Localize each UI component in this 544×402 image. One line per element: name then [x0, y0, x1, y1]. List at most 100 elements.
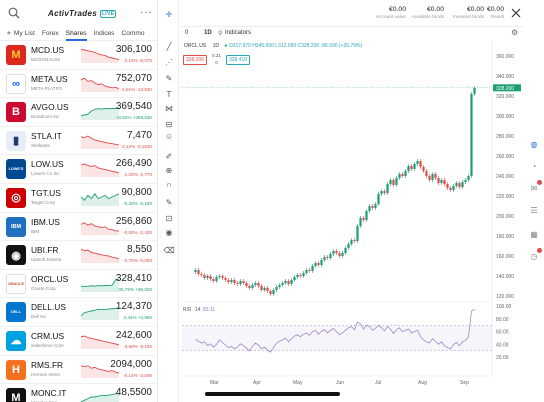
chart-symbol: ORCL.US	[184, 43, 207, 49]
sell-price-box[interactable]: 328.200	[183, 55, 208, 65]
tab-indices[interactable]: Indices	[94, 27, 115, 41]
candle-body	[428, 176, 431, 180]
drawing-toolbar: ✛ ╱ ⋰ ✎ T ⋈ ⊟ ☺ ✐ ⊕ ∩ ✎ ⊡ ◉ ⌫	[159, 0, 179, 402]
watchlist-row[interactable]: ☁ CRM.US Salesforce.Com 242,600 -3,60% -9,19…	[0, 327, 157, 356]
pattern-icon[interactable]: ⋈	[165, 103, 173, 113]
candle-body	[347, 244, 350, 248]
change-value: -0,70% -0,060	[123, 258, 152, 264]
candle-body	[296, 275, 299, 277]
watchlist-row[interactable]: DELL DELL.US Dell Inc 124,370 2,44% +2,960	[0, 298, 157, 327]
candle-body	[473, 88, 476, 94]
candle-body	[467, 176, 470, 180]
price-value: 752,070	[115, 72, 152, 84]
mail-icon[interactable]: ✉	[528, 180, 542, 194]
crosshair-icon[interactable]: ✛	[165, 9, 173, 19]
price-chart[interactable]: 360.000 340.000 320.000 300.000 280.000 260.0…	[180, 40, 524, 390]
eye-icon[interactable]: ◉	[165, 227, 173, 237]
watchlist-row[interactable]: ◎ TGT.US Target Corp 90,800 -0,20% -0,180	[0, 184, 157, 213]
candle-body	[365, 211, 368, 220]
brush-icon[interactable]: ✎	[165, 73, 173, 83]
candle-body	[404, 171, 407, 176]
interval-selector[interactable]: 1D	[204, 30, 212, 36]
company-logo: ∞	[6, 73, 26, 94]
candle-body	[341, 253, 344, 256]
rsi-label: RSI	[183, 307, 191, 313]
pie-chart-icon[interactable]: ◔	[531, 161, 537, 171]
company-logo: H	[6, 359, 26, 380]
globe-icon[interactable]: ◍	[530, 139, 538, 149]
candle-body	[374, 204, 377, 208]
candle-body	[194, 270, 197, 272]
zoom-in-icon[interactable]: ⊕	[165, 165, 173, 175]
company-name: Salesforce.Com	[31, 342, 64, 348]
price-tick-label: 240.000	[496, 174, 514, 180]
watchlist-row[interactable]: H RMS.FR Hermes Intern 2094,000 -0,14% -3,00…	[0, 356, 157, 385]
sparkline	[80, 393, 120, 402]
watchlist-row[interactable]: LOWE'S LOW.US Lowe's Co Inc 266,490 -1,03% -…	[0, 155, 157, 184]
tab-shares[interactable]: Shares	[65, 27, 87, 41]
watchlist-row[interactable]: ORACLE ORCL.US Oracle Corp 328,410 35,79% +8…	[0, 270, 157, 299]
more-menu-icon[interactable]: ···	[140, 7, 153, 18]
price-tick-label: 120.000	[496, 294, 514, 300]
home-indicator[interactable]	[205, 392, 340, 396]
candle-body	[455, 183, 458, 186]
tab-my-list[interactable]: ★ My List	[6, 27, 35, 41]
indicators-button[interactable]: Indicators	[225, 30, 252, 36]
watchlist-row[interactable]: ▮ STLA.IT Stellantis 7,470 -2,12% -0,1620	[0, 127, 157, 156]
search-icon[interactable]	[8, 7, 20, 19]
tab-commo[interactable]: Commo	[121, 27, 144, 41]
rsi-line	[195, 308, 475, 353]
trend-line-icon[interactable]: ╱	[166, 41, 172, 51]
tab-forex[interactable]: Forex	[42, 27, 59, 41]
spread-bottom: 0	[215, 60, 218, 65]
candle-body	[317, 263, 320, 265]
tab-label: Commo	[121, 29, 145, 37]
watchlist-row[interactable]: IBM IBM.US IBM 256,860 -0,93% -2,420	[0, 213, 157, 242]
ruler-icon[interactable]: ⊟	[165, 119, 173, 129]
price-value: 266,490	[115, 158, 152, 170]
price-tick-label: 280.000	[496, 134, 514, 140]
settings-icon[interactable]: ⚙	[511, 28, 519, 37]
watchlist-row[interactable]: B AVGO.US Broadcom Inc 369,540 +3,82% +369,6…	[0, 98, 157, 127]
sparkline-area	[81, 77, 119, 92]
history-icon[interactable]: ◷	[528, 248, 542, 262]
sparkline-area	[81, 49, 119, 63]
sparkline-line	[80, 248, 120, 260]
candle-body	[410, 166, 413, 169]
trash-icon[interactable]: ⌫	[163, 245, 175, 255]
change-value: -0,93% -2,420	[123, 229, 152, 235]
watchlist-row[interactable]: M MCD.US MCDONALDS 306,100 -2,10% -6,570	[0, 41, 157, 70]
account-label: Available funds	[411, 15, 444, 20]
list-icon[interactable]: ☰	[530, 205, 538, 215]
price-value: 328,410	[115, 272, 152, 284]
text-icon[interactable]: T	[166, 89, 172, 99]
change-value: -1,03% -2,770	[123, 172, 152, 178]
watchlist-row[interactable]: ∞ META.US META PLATFO 752,070 -1,81% -13,840	[0, 70, 157, 99]
change-value: -0,14% -3,000	[123, 372, 152, 378]
buy-price-box[interactable]: 328.410	[226, 55, 251, 65]
price-tick-label: 200.000	[496, 214, 514, 220]
fib-icon[interactable]: ⋰	[165, 57, 173, 67]
candle-body	[308, 270, 311, 271]
sparkline-area	[81, 249, 119, 264]
live-badge: LIVE	[99, 9, 117, 18]
emoji-icon[interactable]: ☺	[164, 131, 174, 141]
candle-body	[425, 171, 428, 176]
watchlist-row[interactable]: ◉ UBI.FR Ubisoft Enterta 8,550 -0,70% -0,060	[0, 241, 157, 270]
layout-counter[interactable]: 0	[185, 30, 189, 36]
calendar-icon[interactable]: ▦	[530, 229, 538, 239]
close-icon[interactable]	[511, 8, 521, 18]
watchlist: M MCD.US MCDONALDS 306,100 -2,10% -6,570 ∞ MET…	[0, 41, 157, 402]
change-value: -2,10% -6,570	[123, 58, 152, 63]
lock-drawing-icon[interactable]: ✎	[165, 197, 173, 207]
candle-body	[464, 180, 467, 182]
indicators-icon[interactable]: ⚲	[218, 31, 223, 37]
measure-icon[interactable]: ✐	[165, 151, 173, 161]
company-name: Target Corp	[31, 199, 55, 205]
sparkline	[80, 335, 120, 349]
symbol-label: DELL.US	[31, 302, 66, 313]
lock-icon[interactable]: ⊡	[165, 213, 173, 223]
magnet-icon[interactable]: ∩	[166, 179, 172, 189]
candle-body	[449, 188, 452, 190]
